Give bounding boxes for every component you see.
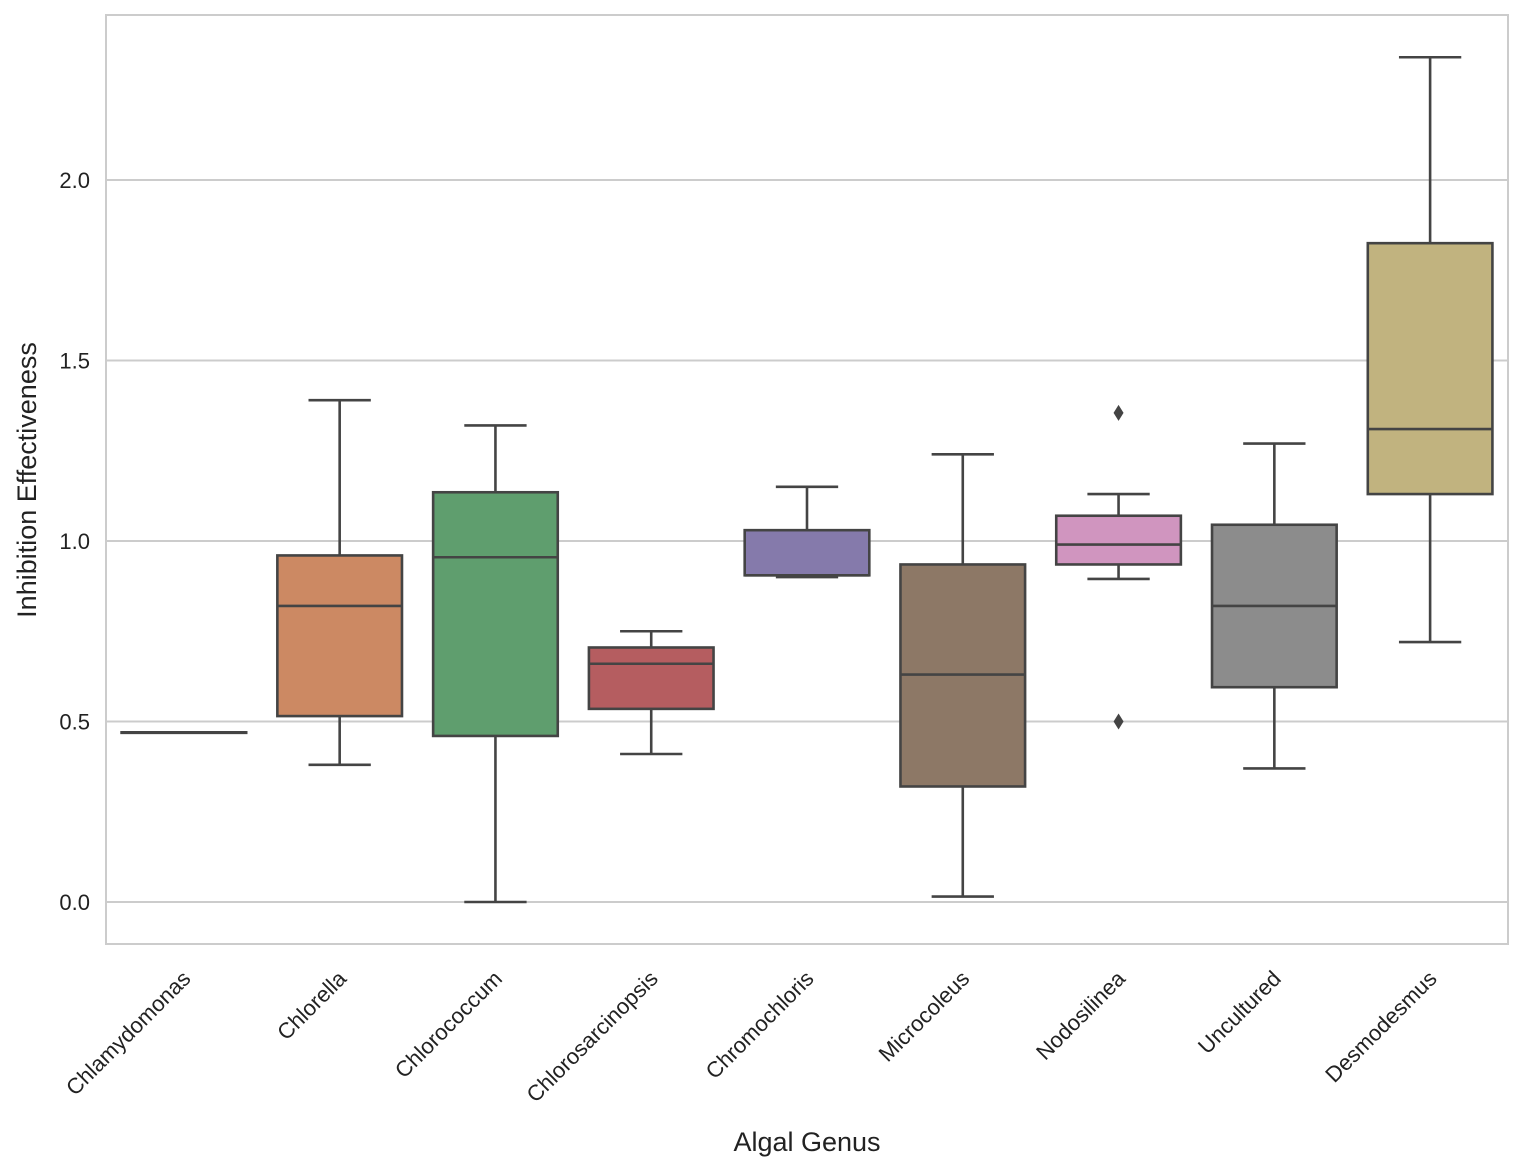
box-group bbox=[276, 398, 404, 767]
x-tick-label: Chlorella bbox=[272, 965, 352, 1045]
x-tick-label: Chlorosarcinopsis bbox=[521, 966, 662, 1107]
box-body bbox=[1054, 514, 1183, 566]
x-axis-label: Algal Genus bbox=[733, 1127, 880, 1157]
box-body bbox=[587, 646, 715, 711]
box-group bbox=[899, 453, 1027, 898]
box-series bbox=[120, 55, 1494, 904]
x-axis-ticks: Chlamydomonas Chlorella Chlorococcum Chloro… bbox=[61, 965, 1442, 1107]
x-tick-label: Desmodesmus bbox=[1320, 966, 1441, 1087]
y-tick-label: 0.0 bbox=[59, 890, 90, 915]
outlier-point bbox=[1113, 713, 1124, 730]
box-group bbox=[431, 424, 560, 904]
y-tick-label: 2.0 bbox=[59, 168, 90, 193]
box-group bbox=[1054, 404, 1183, 730]
y-tick-label: 1.5 bbox=[59, 349, 90, 374]
box-body bbox=[743, 528, 871, 577]
box-group bbox=[1366, 55, 1494, 644]
y-tick-label: 0.5 bbox=[59, 710, 90, 735]
box-group bbox=[1210, 442, 1338, 770]
plot-background bbox=[106, 15, 1508, 944]
box-body bbox=[431, 490, 560, 738]
box-body bbox=[1366, 241, 1494, 496]
box-group bbox=[587, 629, 715, 756]
x-tick-label: Nodosilinea bbox=[1031, 965, 1131, 1065]
box-group bbox=[743, 485, 871, 579]
x-tick-label: Chromochloris bbox=[701, 966, 819, 1084]
x-tick-label: Microcoleus bbox=[874, 966, 975, 1067]
plot-frame bbox=[105, 14, 1509, 945]
x-tick-label: Chlorococcum bbox=[390, 966, 507, 1083]
box-body bbox=[276, 554, 404, 718]
y-axis-ticks: 0.0 0.5 1.0 1.5 2.0 bbox=[59, 168, 90, 915]
box-group bbox=[120, 731, 248, 735]
x-tick-label: Uncultured bbox=[1193, 966, 1286, 1059]
x-tick-label: Chlamydomonas bbox=[61, 966, 195, 1100]
y-tick-label: 1.0 bbox=[59, 529, 90, 554]
y-axis-label: Inhibition Effectiveness bbox=[12, 342, 42, 618]
outlier-point bbox=[1113, 404, 1124, 421]
